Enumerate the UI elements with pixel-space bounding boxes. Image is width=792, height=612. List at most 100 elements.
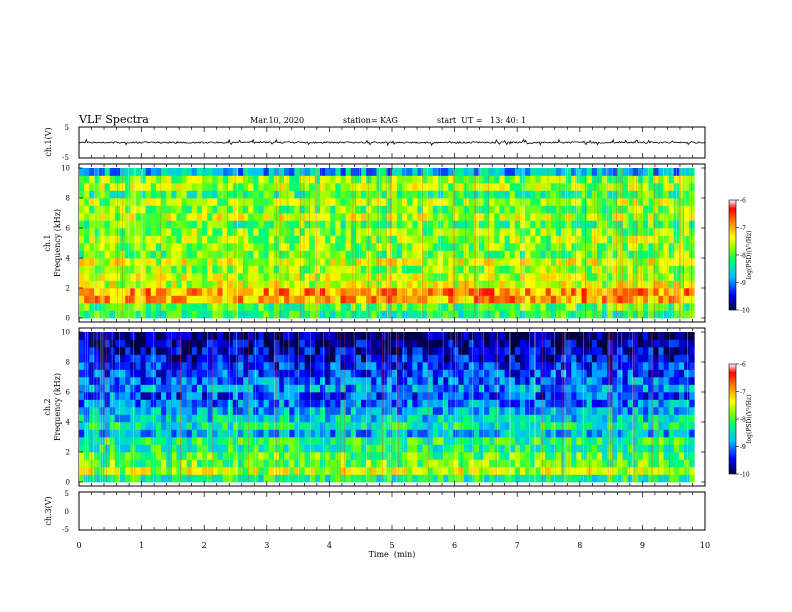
spectrogram-cell <box>381 354 387 363</box>
spectrogram-cell <box>120 422 126 430</box>
spectrogram-cell <box>325 295 331 304</box>
spectrogram-cell <box>658 429 664 438</box>
spectrogram-cell <box>304 273 311 281</box>
spectrogram-cell <box>202 369 208 378</box>
spectrogram-cell <box>514 303 521 311</box>
spectrogram-cell <box>145 347 152 355</box>
spectrogram-cell <box>391 339 398 348</box>
spectrogram-cell <box>355 347 362 355</box>
spectrogram-cell <box>658 198 664 206</box>
spectrogram-cell <box>145 295 152 304</box>
spectrogram-cell <box>314 295 321 304</box>
spectrogram-cell <box>530 459 536 468</box>
spectrogram-cell <box>84 429 90 438</box>
spectrogram-cell <box>561 258 567 266</box>
spectrogram-cell <box>243 444 249 453</box>
spectrogram-cell <box>350 288 357 296</box>
spectrogram-cell <box>484 384 490 393</box>
spectrogram-cell <box>381 243 387 251</box>
spectrogram-cell <box>330 354 336 363</box>
spectrogram-cell <box>396 243 403 251</box>
spectrogram-cell <box>689 243 695 251</box>
spectrogram-cell <box>345 444 352 453</box>
spectrogram-cell <box>581 213 587 221</box>
spectrogram-cell <box>89 228 95 236</box>
spectrogram-cell <box>545 414 552 423</box>
spectrogram-cell <box>550 392 557 400</box>
spectrogram-cell <box>227 303 234 311</box>
spectrogram-cell <box>627 213 634 221</box>
spectrogram-cell <box>504 303 511 311</box>
spectrogram-cell <box>237 273 244 281</box>
spectrogram-cell <box>140 377 146 385</box>
spectrogram-cell <box>207 362 213 370</box>
ch2-spectrogram-image <box>79 332 695 483</box>
spectrogram-cell <box>145 280 152 289</box>
spectrogram-cell <box>84 347 90 355</box>
spectrogram-cell <box>427 369 434 378</box>
spectrogram-cell <box>576 414 582 423</box>
spectrogram-cell <box>648 452 654 460</box>
spectrogram-cell <box>576 474 582 483</box>
spectrogram-cell <box>622 228 628 236</box>
spectrogram-cell <box>504 369 511 378</box>
spectrogram-cell <box>550 362 557 370</box>
spectrogram-cell <box>422 414 428 423</box>
spectrogram-cell <box>145 198 152 206</box>
spectrogram-cell <box>314 452 321 460</box>
spectrogram-cell <box>581 459 587 468</box>
spectrogram-cell <box>386 437 393 445</box>
spectrogram-cell <box>340 459 346 468</box>
spectrogram-cell <box>643 190 649 199</box>
spectrogram-cell <box>243 288 249 296</box>
spectrogram-cell <box>643 310 649 319</box>
spectrogram-cell <box>473 175 480 184</box>
spectrogram-cell <box>663 474 670 483</box>
spectrogram-cell <box>427 347 434 355</box>
spectrogram-cell <box>668 205 675 214</box>
spectrogram-cell <box>278 354 285 363</box>
spectrogram-cell <box>509 444 516 453</box>
spectrogram-cell <box>622 429 628 438</box>
spectrogram-cell <box>412 384 418 393</box>
spectrogram-cell <box>386 288 393 296</box>
spectrogram-cell <box>402 175 408 184</box>
spectrogram-cell <box>632 183 639 191</box>
spectrogram-cell <box>361 414 367 423</box>
spectrogram-cell <box>299 175 305 184</box>
spectrogram-cell <box>335 258 341 266</box>
spectrogram-cell <box>525 459 531 468</box>
spectrogram-cell <box>171 392 177 400</box>
spectrogram-cell <box>340 183 346 191</box>
spectrogram-cell <box>196 414 203 423</box>
spectrogram-cell <box>222 414 229 423</box>
spectrogram-cell <box>607 205 613 214</box>
spectrogram-cell <box>678 384 685 393</box>
spectrogram-cell <box>253 205 259 214</box>
spectrogram-cell <box>299 362 305 370</box>
spectrogram-cell <box>514 250 521 259</box>
spectrogram-cell <box>561 377 567 385</box>
spectrogram-cell <box>263 347 270 355</box>
spectrogram-cell <box>402 347 408 355</box>
spectrogram-cell <box>525 444 531 453</box>
spectrogram-cell <box>422 243 428 251</box>
spectrogram-cell <box>243 377 249 385</box>
spectrogram-cell <box>299 273 305 281</box>
spectrogram-cell <box>673 452 680 460</box>
spectrogram-cell <box>340 429 346 438</box>
spectrogram-cell <box>304 280 311 289</box>
spectrogram-cell <box>489 399 495 408</box>
spectrogram-cell <box>366 384 372 393</box>
spectrogram-cell <box>366 310 372 319</box>
spectrogram-cell <box>417 414 423 423</box>
spectrogram-cell <box>371 467 377 475</box>
spectrogram-cell <box>581 273 587 281</box>
spectrogram-cell <box>150 205 157 214</box>
spectrogram-cell <box>581 265 587 274</box>
spectrogram-cell <box>632 467 639 475</box>
spectrogram-cell <box>591 422 598 430</box>
spectrogram-cell <box>232 265 239 274</box>
spectrogram-cell <box>581 190 587 199</box>
spectrogram-cell <box>504 190 511 199</box>
